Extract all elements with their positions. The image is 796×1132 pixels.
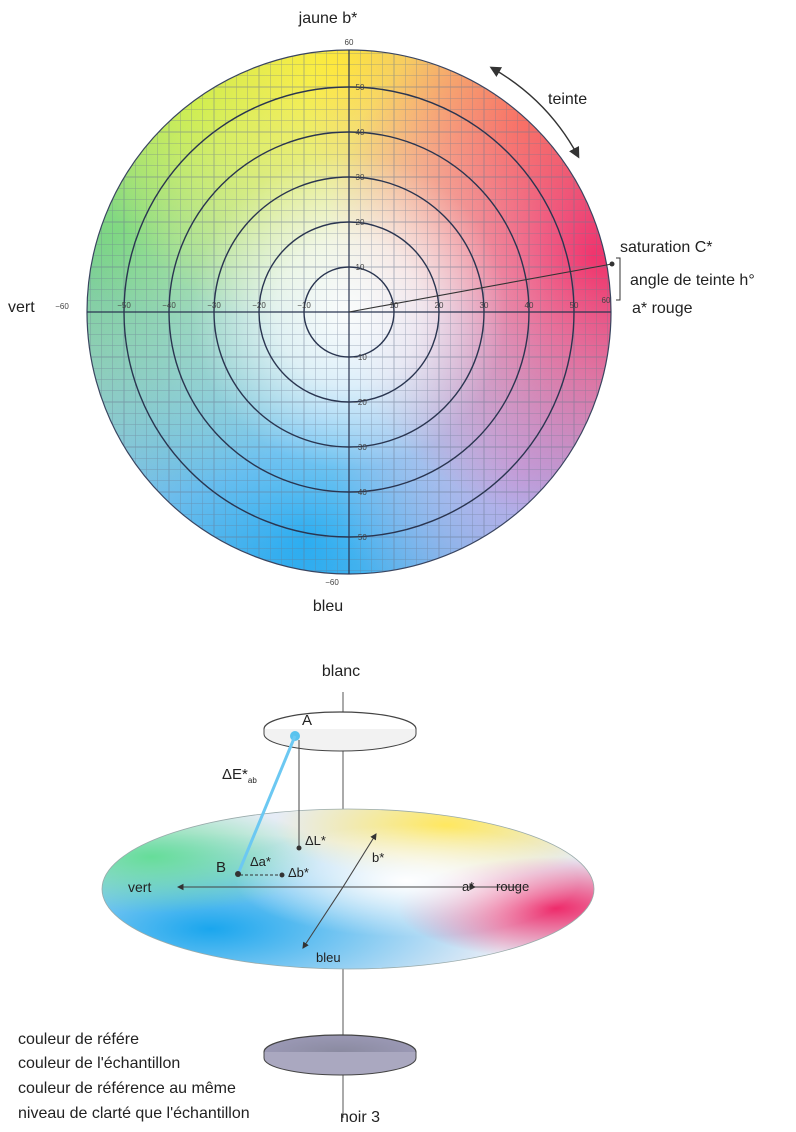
label-disc-b: b* (372, 850, 384, 865)
delta-e-line (236, 735, 297, 875)
legend-item-sample: couleur de l'échantillon (18, 1055, 180, 1072)
color-wheel: 10 20 30 40 50 −10 −20 −30 −40 −50 10 20… (8, 10, 755, 615)
delta-a-point (279, 872, 285, 878)
legend-item-reference: couleur de référe (18, 1031, 139, 1048)
tick-a-40: 40 (525, 301, 534, 310)
hue-vector-line (348, 263, 613, 313)
tick-b-neg50: −50 (353, 533, 367, 542)
tick-b-20: 20 (356, 218, 365, 227)
label-disc-rouge: rouge (496, 879, 529, 894)
scale-top: 60 (345, 38, 354, 47)
hue-vector-point (609, 261, 615, 267)
legend-item-reference-same: couleur de référence au même (18, 1080, 236, 1097)
label-point-b: B (216, 859, 226, 876)
b-axis-arrow-down (302, 886, 344, 949)
angle-bracket (616, 257, 621, 301)
label-delta-b: Δb* (288, 865, 309, 880)
label-jaune-b: jaune b* (298, 10, 358, 27)
tick-b-30: 30 (356, 173, 365, 182)
label-disc-vert: vert (128, 879, 151, 895)
scale-right: 60 (602, 296, 611, 305)
tick-b-neg10: −10 (353, 353, 367, 362)
label-disc-bleu: bleu (316, 950, 341, 965)
tick-a-50: 50 (570, 301, 579, 310)
tick-a-neg30: −30 (207, 301, 221, 310)
tick-b-50: 50 (356, 83, 365, 92)
label-teinte: teinte (548, 91, 587, 108)
legend-item-lightness-level: niveau de clarté que l'échantillon (18, 1105, 250, 1122)
scale-bottom: −60 (325, 578, 339, 587)
tick-a-neg10: −10 (297, 301, 311, 310)
label-delta-l: ΔL* (305, 833, 326, 848)
label-delta-a: Δa* (250, 854, 271, 869)
label-disc-a: a* (462, 879, 474, 894)
tick-b-10: 10 (356, 263, 365, 272)
label-saturation: saturation C* (620, 239, 713, 256)
tick-a-30: 30 (480, 301, 489, 310)
label-point-a: A (302, 712, 312, 729)
tick-a-20: 20 (435, 301, 444, 310)
scale-left: −60 (55, 302, 69, 311)
legend: couleur de référe couleur de l'échantill… (18, 1031, 250, 1122)
tick-b-neg40: −40 (353, 488, 367, 497)
white-plane-edge (263, 729, 417, 752)
tick-a-neg40: −40 (162, 301, 176, 310)
delta-l-point (296, 845, 302, 851)
hue-arrow-icon (489, 66, 580, 159)
point-b-marker (235, 871, 241, 877)
tick-b-40: 40 (356, 128, 365, 137)
label-a-rouge: a* rouge (632, 300, 693, 317)
tick-b-neg30: −30 (353, 443, 367, 452)
black-plane-edge (263, 1052, 417, 1076)
label-bleu: bleu (313, 598, 343, 615)
label-noir: noir 3 (340, 1109, 380, 1126)
tick-a-10: 10 (390, 301, 399, 310)
color-disc-outline (101, 808, 595, 970)
label-blanc: blanc (322, 663, 360, 680)
tick-a-neg20: −20 (252, 301, 266, 310)
tick-a-neg50: −50 (117, 301, 131, 310)
label-vert: vert (8, 299, 35, 316)
tick-b-neg20: −20 (353, 398, 367, 407)
label-delta-e: ΔE*ab (222, 766, 257, 785)
label-angle-teinte: angle de teinte h° (630, 272, 755, 289)
cielab-3d-diagram: blanc A ΔE*ab ΔL* vert a* rouge b* bleu (101, 663, 595, 1126)
b-axis-arrow-up (342, 833, 377, 888)
